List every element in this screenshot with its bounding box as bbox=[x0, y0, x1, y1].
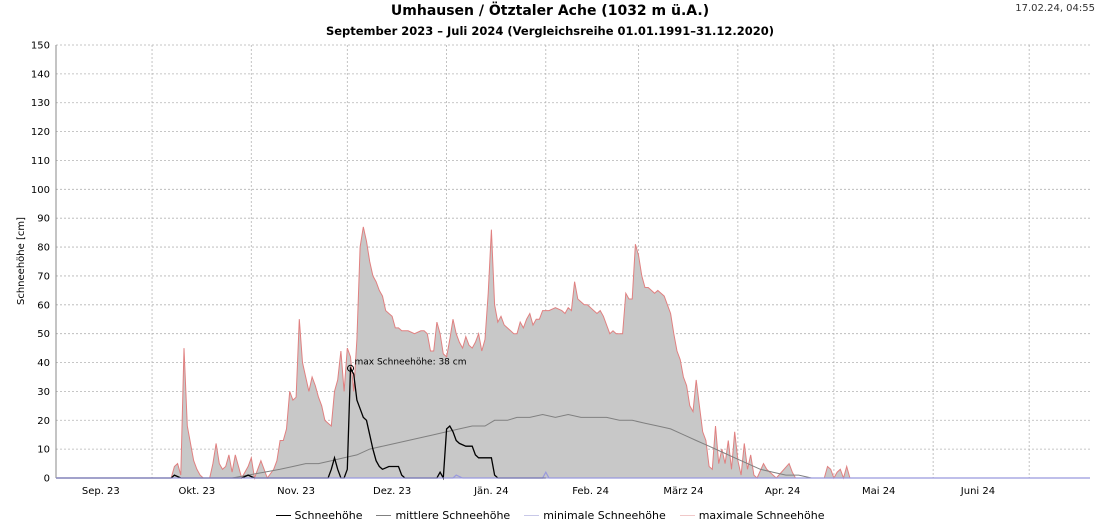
legend-label: mittlere Schneehöhe bbox=[395, 509, 511, 522]
legend-swatch bbox=[524, 515, 540, 516]
legend-swatch bbox=[275, 515, 291, 516]
legend-label: Schneehöhe bbox=[294, 509, 363, 522]
legend-label: minimale Schneehöhe bbox=[543, 509, 666, 522]
x-tick-label: Apr. 24 bbox=[765, 486, 800, 497]
y-tick-label: 20 bbox=[37, 416, 50, 427]
y-tick-label: 30 bbox=[37, 387, 50, 398]
x-tick-label: Juni 24 bbox=[960, 486, 995, 497]
y-tick-label: 90 bbox=[37, 214, 50, 225]
y-tick-label: 50 bbox=[37, 329, 50, 340]
chart-title: Umhausen / Ötztaler Ache (1032 m ü.A.) bbox=[390, 3, 710, 19]
y-tick-label: 110 bbox=[31, 156, 50, 167]
y-tick-label: 60 bbox=[37, 300, 50, 311]
y-tick-label: 80 bbox=[37, 243, 50, 254]
axes: 0 10 20 30 40 50 60 70 80 90 100 110 120 130 140 150 Sep… bbox=[31, 41, 1090, 497]
timestamp: 17.02.24, 04:55 bbox=[1015, 3, 1095, 14]
max-snow-line bbox=[56, 226, 1090, 480]
x-tick-label: Okt. 23 bbox=[179, 486, 216, 497]
y-tick-label: 150 bbox=[31, 41, 50, 52]
y-tick-label: 120 bbox=[31, 127, 50, 138]
max-snow-area bbox=[56, 226, 1090, 478]
x-tick-label: Jän. 24 bbox=[473, 486, 509, 497]
chart-subtitle: September 2023 – Juli 2024 (Vergleichsre… bbox=[325, 24, 775, 38]
x-tick-label: März 24 bbox=[663, 486, 703, 497]
y-tick-label: 10 bbox=[37, 445, 50, 456]
max-annotation: max Schneehöhe: 38 cm bbox=[355, 357, 467, 367]
x-tick-label: Feb. 24 bbox=[572, 486, 609, 497]
y-tick-label: 130 bbox=[31, 98, 50, 109]
x-tick-label: Dez. 23 bbox=[373, 486, 411, 497]
y-tick-label: 140 bbox=[31, 69, 50, 80]
max-marker bbox=[347, 364, 355, 372]
legend-swatch bbox=[376, 515, 392, 516]
snow-depth-line bbox=[56, 365, 546, 481]
legend-label: maximale Schneehöhe bbox=[698, 509, 825, 522]
legend-item-schneehoehe: Schneehöhe bbox=[275, 509, 363, 522]
x-tick-label: Sep. 23 bbox=[82, 486, 120, 497]
y-tick-label: 40 bbox=[37, 358, 50, 369]
y-tick-label: 100 bbox=[31, 185, 50, 196]
y-tick-label: 0 bbox=[44, 474, 50, 485]
x-tick-label: Mai 24 bbox=[862, 486, 895, 497]
legend-item-mittlere: mittlere Schneehöhe bbox=[376, 509, 510, 522]
legend-swatch bbox=[679, 515, 695, 516]
y-axis-label: Schneehöhe [cm] bbox=[16, 217, 27, 305]
mean-snow-line bbox=[56, 413, 1090, 479]
legend-item-maximale: maximale Schneehöhe bbox=[679, 509, 825, 522]
x-tick-label: Nov. 23 bbox=[277, 486, 315, 497]
y-tick-label: 70 bbox=[37, 271, 50, 282]
legend: Schneehöhe mittlere Schneehöhe minimale … bbox=[0, 509, 1100, 522]
legend-item-minimale: minimale Schneehöhe bbox=[524, 509, 666, 522]
